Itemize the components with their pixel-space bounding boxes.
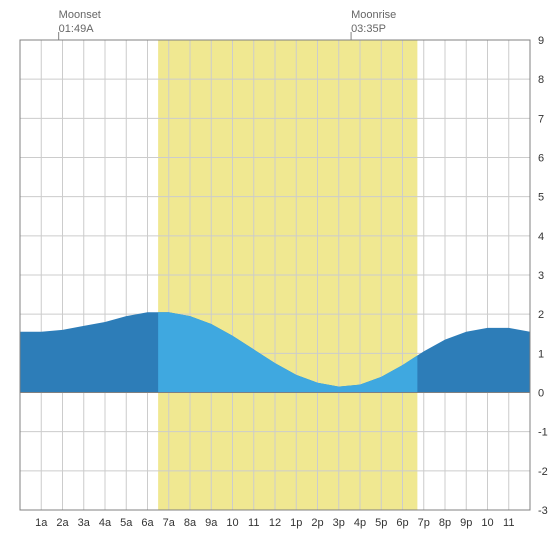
moonset-label: Moonset bbox=[59, 9, 101, 21]
x-tick-label: 2p bbox=[311, 517, 323, 529]
x-tick-label: 2a bbox=[56, 517, 69, 529]
y-tick-label: 8 bbox=[538, 74, 544, 86]
y-tick-label: 5 bbox=[538, 192, 544, 204]
x-tick-label: 6p bbox=[396, 517, 408, 529]
y-tick-label: 9 bbox=[538, 35, 544, 47]
x-tick-label: 12 bbox=[269, 517, 281, 529]
y-tick-label: 0 bbox=[538, 388, 544, 400]
x-tick-label: 9a bbox=[205, 517, 218, 529]
x-tick-label: 7a bbox=[163, 517, 176, 529]
x-tick-label: 8a bbox=[184, 517, 197, 529]
x-tick-label: 11 bbox=[248, 517, 259, 529]
y-tick-label: 2 bbox=[538, 309, 544, 321]
x-tick-label: 3a bbox=[78, 517, 91, 529]
y-tick-label: -2 bbox=[538, 466, 548, 478]
x-tick-label: 4p bbox=[354, 517, 366, 529]
x-tick-label: 10 bbox=[226, 517, 238, 529]
x-tick-label: 8p bbox=[439, 517, 451, 529]
chart-svg: -3-2-101234567891a2a3a4a5a6a7a8a9a101112… bbox=[0, 0, 550, 550]
x-tick-label: 10 bbox=[481, 517, 493, 529]
x-tick-label: 6a bbox=[141, 517, 154, 529]
moonrise-label: Moonrise bbox=[351, 9, 396, 21]
y-tick-label: 4 bbox=[538, 231, 544, 243]
x-tick-label: 5a bbox=[120, 517, 133, 529]
moonrise-time: 03:35P bbox=[351, 23, 386, 35]
y-tick-label: 6 bbox=[538, 153, 544, 165]
y-tick-label: 3 bbox=[538, 270, 544, 282]
moonset-time: 01:49A bbox=[59, 23, 95, 35]
y-tick-label: -1 bbox=[538, 427, 548, 439]
x-tick-label: 1p bbox=[290, 517, 302, 529]
y-tick-label: 7 bbox=[538, 113, 544, 125]
x-tick-label: 9p bbox=[460, 517, 472, 529]
x-tick-label: 5p bbox=[375, 517, 387, 529]
y-tick-label: -3 bbox=[538, 505, 548, 517]
x-tick-label: 4a bbox=[99, 517, 112, 529]
y-tick-label: 1 bbox=[538, 348, 544, 360]
x-tick-label: 11 bbox=[503, 517, 514, 529]
tide-chart: -3-2-101234567891a2a3a4a5a6a7a8a9a101112… bbox=[0, 0, 550, 550]
x-tick-label: 3p bbox=[333, 517, 345, 529]
x-tick-label: 7p bbox=[418, 517, 430, 529]
x-tick-label: 1a bbox=[35, 517, 48, 529]
